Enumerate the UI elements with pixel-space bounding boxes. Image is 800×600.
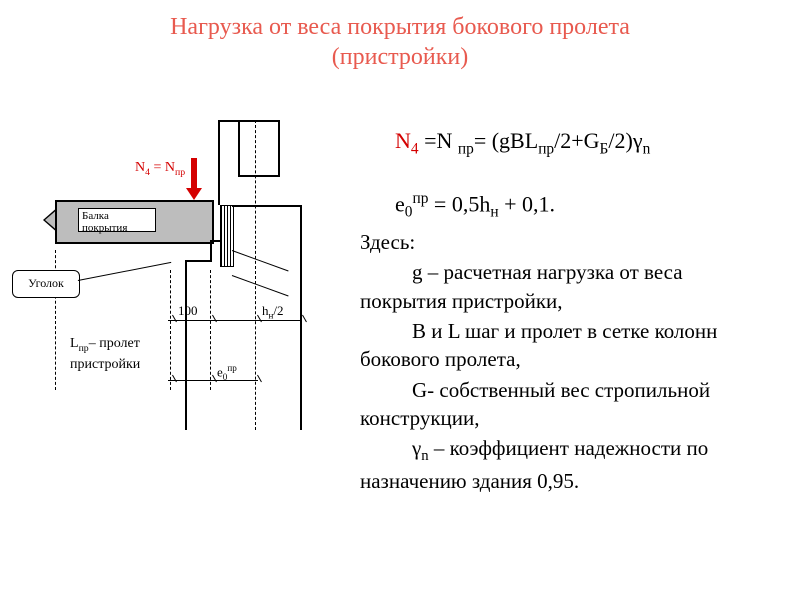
diagram: N4 = Nпр Балка покрытия [10, 120, 350, 440]
dim-tick [205, 315, 217, 326]
dim-hn2: hн/2 [262, 303, 284, 321]
column-line [218, 120, 280, 122]
page-title: Нагрузка от веса покрытия бокового проле… [0, 12, 800, 72]
def-G: G- собственный вес стропильной конструкц… [360, 376, 770, 433]
column-line [278, 120, 280, 177]
def-g: g – расчетная нагрузка от веса покрытия … [360, 258, 770, 315]
hatched-plate [220, 205, 234, 267]
formula-n4-lhs: N4 [395, 128, 424, 153]
here-label: Здесь: [360, 228, 770, 256]
formula-e0: e0пр = 0,5hн + 0,1. [395, 190, 555, 222]
dim-tick [205, 375, 217, 386]
dim-tick [165, 375, 177, 386]
crack-line [232, 250, 289, 271]
title-line2: (пристройки) [332, 44, 468, 70]
crack-line [232, 275, 289, 296]
dim-tick [250, 375, 262, 386]
dim-tick [295, 315, 307, 326]
formula-n4: N4 =N пр= (gBLпр/2+GБ/2)γn [395, 128, 650, 158]
dim-extension [210, 270, 211, 390]
n4-force-label: N4 = Nпр [135, 160, 185, 178]
def-gamma: γn – коэффициент надежности по назначени… [360, 434, 770, 495]
dim-tick [165, 315, 177, 326]
page: Нагрузка от веса покрытия бокового проле… [0, 0, 800, 600]
dim-tick [250, 315, 262, 326]
body-text: Здесь: g – расчетная нагрузка от веса по… [360, 228, 770, 498]
column-line [210, 240, 212, 262]
def-bl: B и L шаг и пролет в сетке колонн боково… [360, 317, 770, 374]
lpr-label: Lпр– пролет пристройки [70, 335, 140, 374]
dim-extension [170, 270, 171, 390]
column-line [185, 260, 212, 262]
column-line [232, 205, 302, 207]
column-line [238, 120, 240, 175]
title-line1: Нагрузка от веса покрытия бокового проле… [170, 14, 630, 40]
column-line [218, 120, 220, 205]
dim-e0: e0пр [217, 363, 237, 382]
column-line [185, 260, 187, 430]
column-line [238, 175, 278, 177]
beam-label: Балка покрытия [78, 208, 156, 232]
dim-100: 100 [178, 303, 198, 319]
callout-tail [78, 262, 172, 282]
corner-callout: Уголок [12, 270, 80, 298]
